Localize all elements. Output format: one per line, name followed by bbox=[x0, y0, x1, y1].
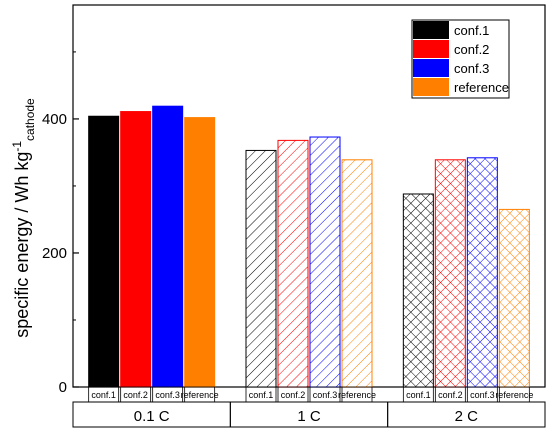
bar-1C-conf2 bbox=[277, 139, 309, 388]
y-tick-label: 400 bbox=[42, 111, 67, 128]
legend: conf.1 conf.2 conf.3 reference bbox=[411, 19, 510, 99]
bar-2C-conf1 bbox=[402, 193, 434, 388]
legend-swatch bbox=[413, 59, 449, 77]
bar-2C-conf2 bbox=[434, 159, 466, 388]
bar-2C-conf3 bbox=[466, 157, 498, 388]
category-label: reference bbox=[495, 390, 533, 400]
legend-swatch bbox=[413, 21, 449, 39]
bar-01C-conf3 bbox=[152, 105, 184, 388]
bar-01C-reference bbox=[184, 117, 216, 388]
category-label: reference bbox=[181, 390, 219, 400]
bar-1C-conf1 bbox=[245, 149, 277, 388]
plot-frame bbox=[72, 4, 546, 388]
category-label: conf.2 bbox=[281, 390, 306, 400]
bar-1C-conf3 bbox=[309, 136, 341, 388]
y-axis-label: specific energy / Wh kg-1cathode bbox=[10, 98, 37, 338]
legend-swatch bbox=[413, 78, 449, 96]
group-label: 1 C bbox=[297, 408, 321, 425]
category-label: conf.2 bbox=[438, 390, 463, 400]
legend-label: conf.3 bbox=[454, 61, 489, 76]
legend-label: reference bbox=[454, 80, 509, 95]
category-label: conf.2 bbox=[123, 390, 148, 400]
category-label: conf.3 bbox=[155, 390, 180, 400]
group-label: 0.1 C bbox=[134, 408, 170, 425]
y-tick-label: 200 bbox=[42, 245, 67, 262]
legend-swatch bbox=[413, 40, 449, 58]
category-label: conf.1 bbox=[249, 390, 274, 400]
bar-1C-reference bbox=[341, 159, 373, 388]
group-label: 2 C bbox=[455, 408, 479, 425]
legend-label: conf.1 bbox=[454, 23, 489, 38]
bars bbox=[88, 105, 530, 388]
bar-01C-conf2 bbox=[120, 111, 152, 388]
category-label: conf.3 bbox=[470, 390, 495, 400]
category-label: reference bbox=[338, 390, 376, 400]
bar-01C-conf1 bbox=[88, 115, 120, 388]
plot-area-border bbox=[72, 4, 546, 388]
bar-2C-reference bbox=[498, 208, 530, 388]
y-tick-label: 0 bbox=[59, 379, 67, 396]
legend-label: conf.2 bbox=[454, 42, 489, 57]
category-label: conf.1 bbox=[91, 390, 116, 400]
category-label: conf.1 bbox=[406, 390, 431, 400]
category-label: conf.3 bbox=[313, 390, 338, 400]
